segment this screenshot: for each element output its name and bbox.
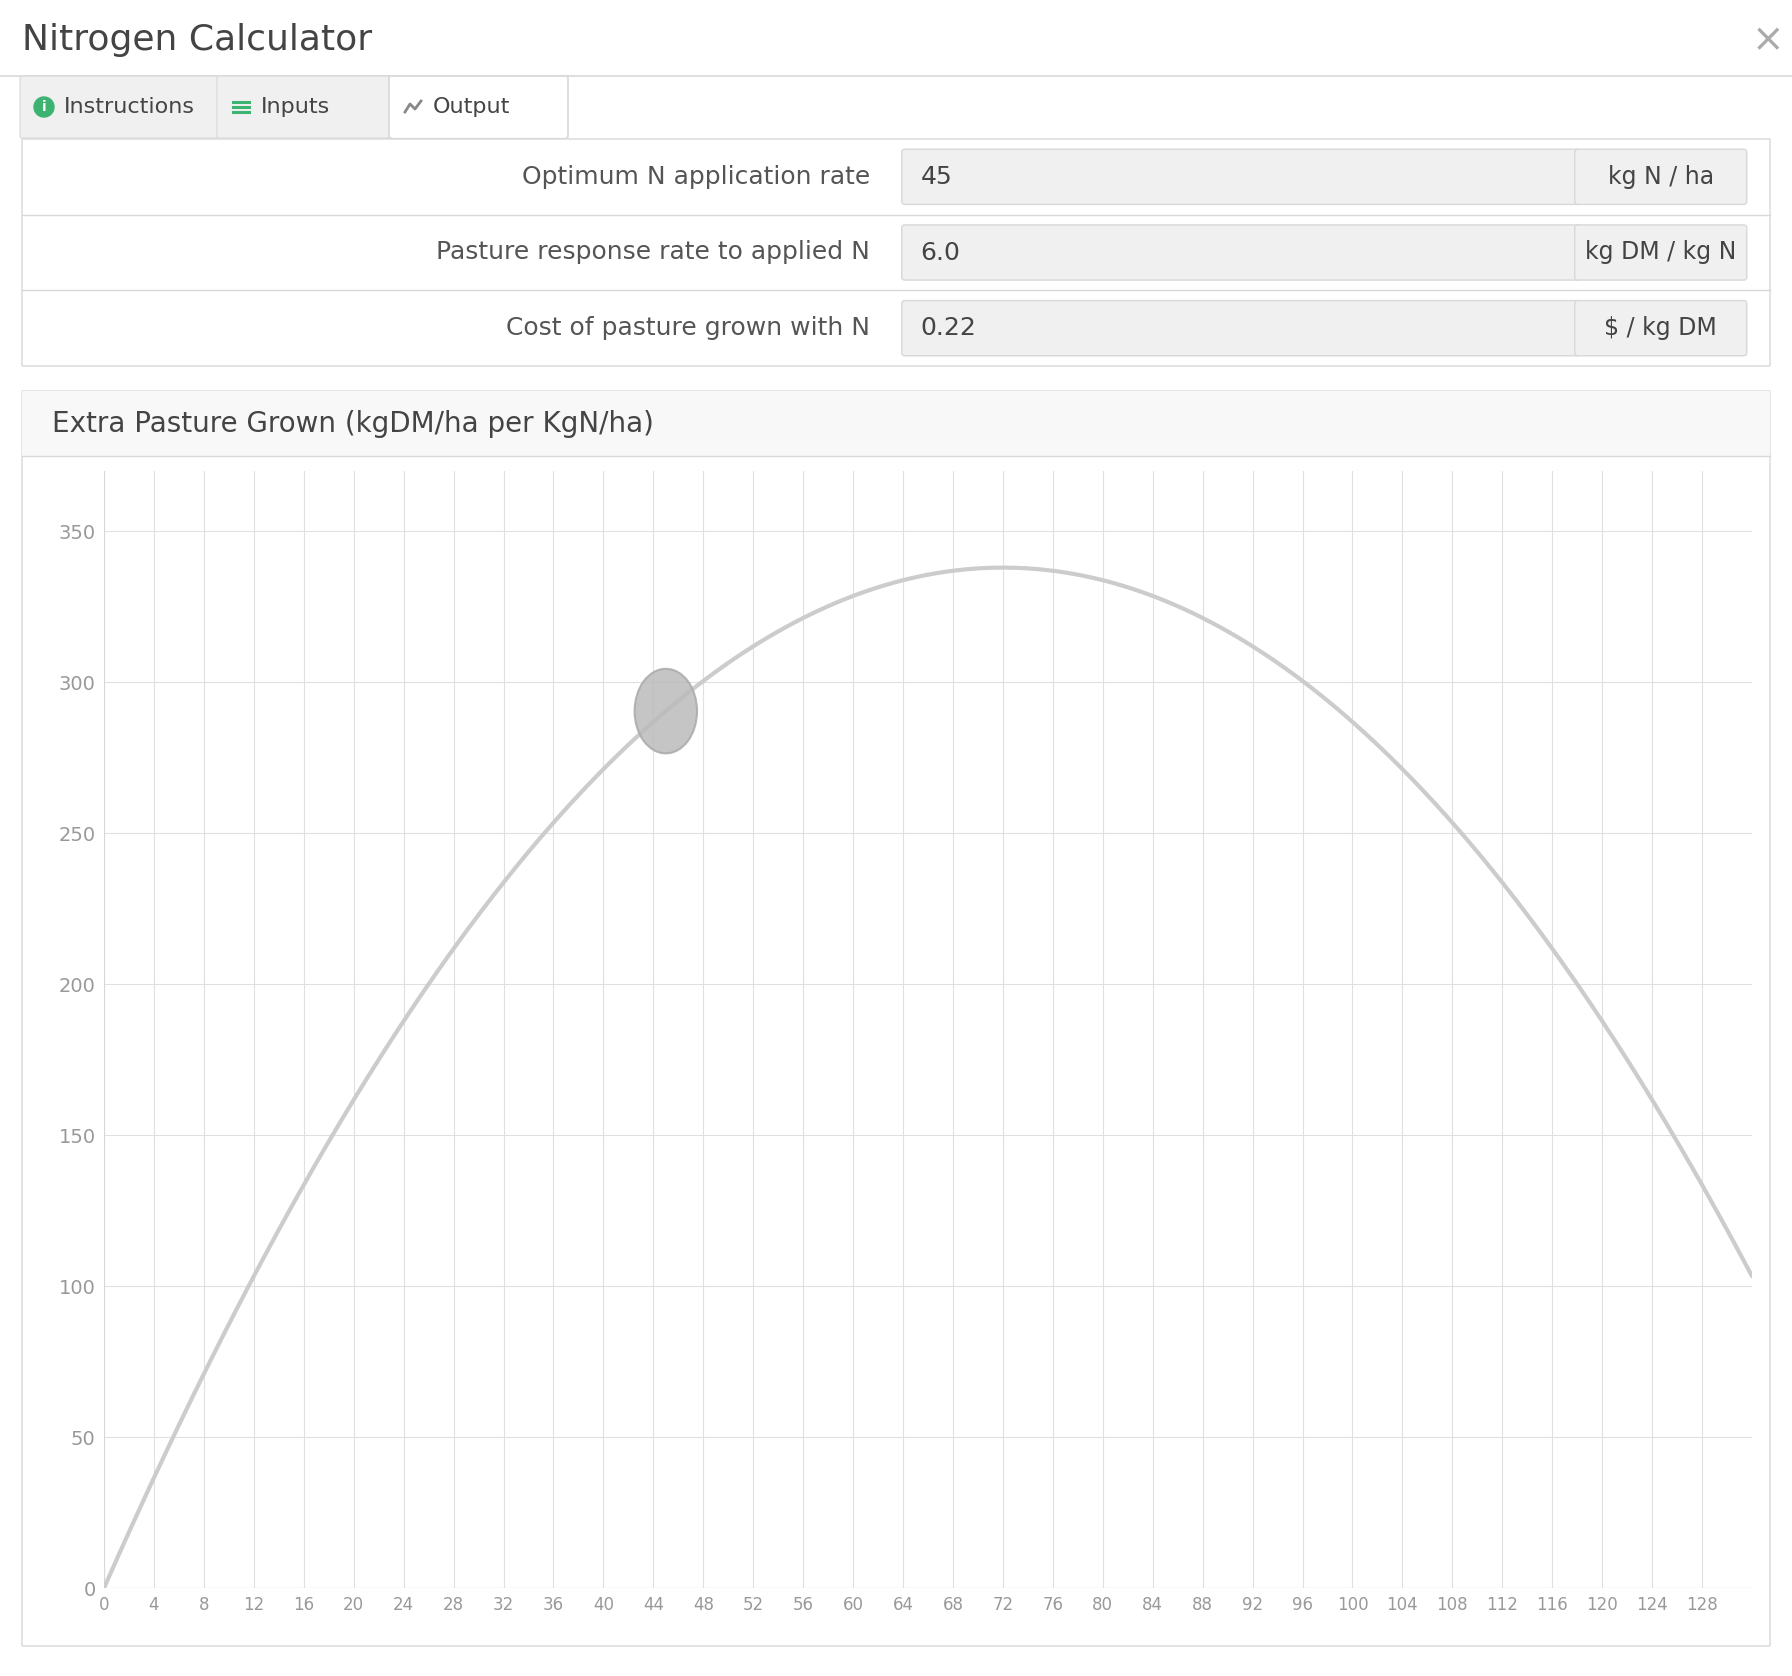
Ellipse shape <box>634 669 697 754</box>
Text: 0.22: 0.22 <box>921 317 977 340</box>
Text: kg N / ha: kg N / ha <box>1607 164 1713 189</box>
Text: Cost of pasture grown with N: Cost of pasture grown with N <box>505 317 869 340</box>
Text: Extra Pasture Grown (kgDM/ha per KgN/ha): Extra Pasture Grown (kgDM/ha per KgN/ha) <box>52 409 654 437</box>
Text: ×: × <box>1753 22 1785 59</box>
FancyBboxPatch shape <box>22 391 1770 1646</box>
FancyBboxPatch shape <box>901 300 1581 355</box>
Text: Optimum N application rate: Optimum N application rate <box>521 164 869 189</box>
FancyBboxPatch shape <box>389 75 568 137</box>
FancyBboxPatch shape <box>1575 300 1747 355</box>
Text: Pasture response rate to applied N: Pasture response rate to applied N <box>435 240 869 265</box>
Text: Output: Output <box>434 97 511 117</box>
FancyBboxPatch shape <box>1575 149 1747 204</box>
FancyBboxPatch shape <box>22 391 1770 456</box>
Text: Inputs: Inputs <box>262 97 330 117</box>
Text: i: i <box>41 101 47 114</box>
FancyBboxPatch shape <box>217 75 391 137</box>
Text: 6.0: 6.0 <box>921 240 961 265</box>
Text: Instructions: Instructions <box>65 97 195 117</box>
Text: kg DM / kg N: kg DM / kg N <box>1586 240 1736 265</box>
FancyBboxPatch shape <box>901 225 1581 280</box>
Text: 45: 45 <box>921 164 953 189</box>
FancyBboxPatch shape <box>901 149 1581 204</box>
FancyBboxPatch shape <box>22 139 1770 365</box>
FancyBboxPatch shape <box>1575 225 1747 280</box>
Text: Nitrogen Calculator: Nitrogen Calculator <box>22 23 373 57</box>
Circle shape <box>34 97 54 117</box>
Text: $ / kg DM: $ / kg DM <box>1604 317 1717 340</box>
FancyBboxPatch shape <box>20 75 219 137</box>
